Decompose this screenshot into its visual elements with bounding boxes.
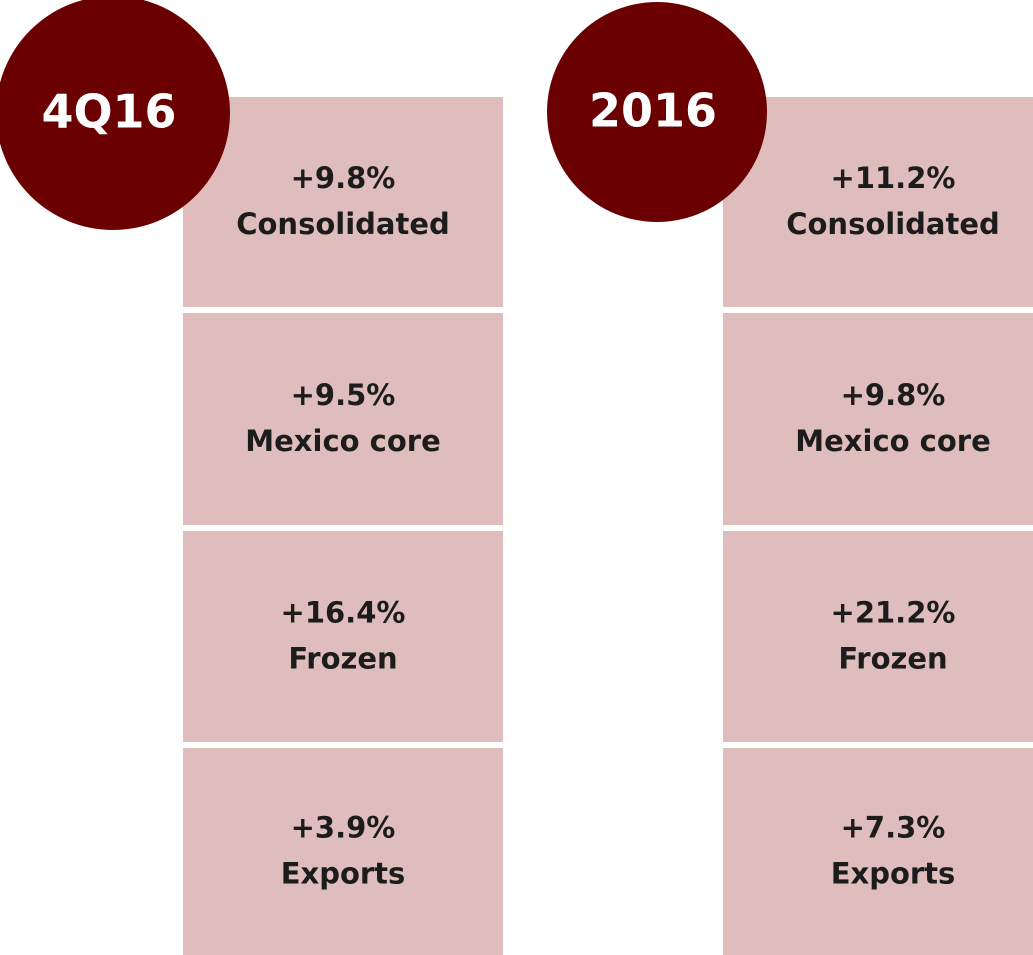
tile-label: Consolidated [786,207,1000,241]
tile [723,531,1033,742]
tile-value: +9.8% [291,161,396,195]
tile-value: +21.2% [831,596,956,630]
tile-label: Mexico core [795,424,990,458]
period-label: 2016 [589,84,717,138]
tile [723,748,1033,955]
tile [183,313,503,525]
period-badge [0,0,230,230]
tile-label: Frozen [288,642,397,676]
tile-label: Exports [831,857,956,891]
tile-value: +9.8% [841,378,946,412]
tile [183,97,503,307]
tile-value: +3.9% [291,811,396,845]
tile-label: Frozen [838,642,947,676]
tile-value: +9.5% [291,378,396,412]
tile [183,531,503,742]
period-label: 4Q16 [41,85,176,139]
period-badge [547,2,767,222]
tile-value: +7.3% [841,811,946,845]
tile-value: +11.2% [831,161,956,195]
tile [183,748,503,955]
tile [723,97,1033,307]
tile-label: Consolidated [236,207,450,241]
tile-label: Mexico core [245,424,440,458]
tile-value: +16.4% [281,596,406,630]
tile-label: Exports [281,857,406,891]
tile [723,313,1033,525]
